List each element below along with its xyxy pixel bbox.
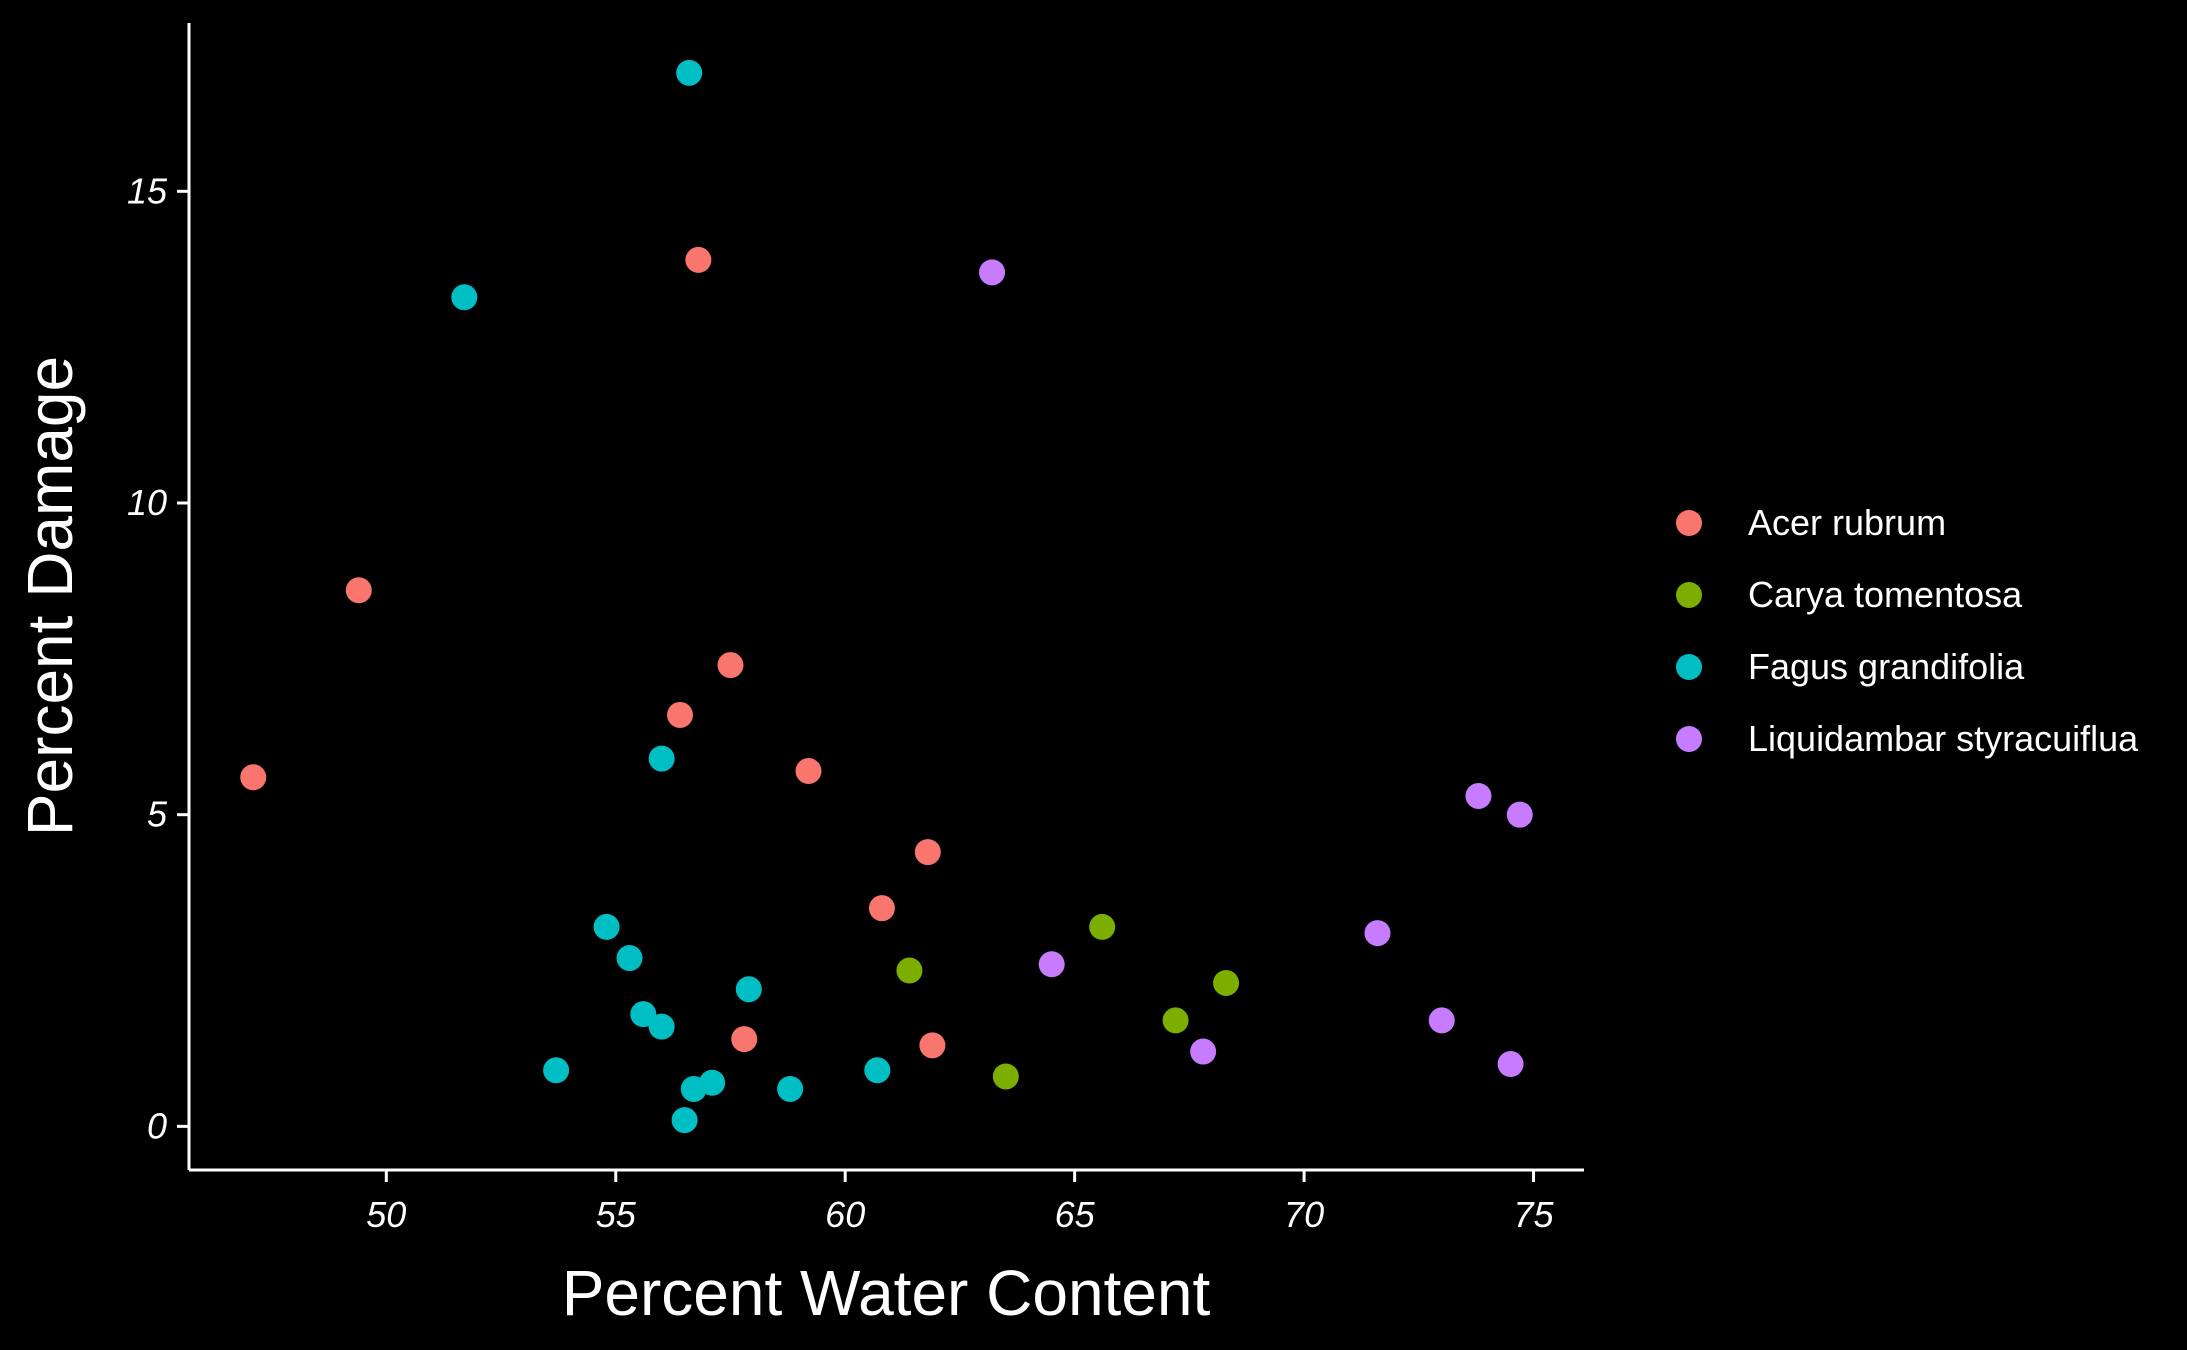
y-tick-label: 10 (127, 482, 167, 523)
x-tick-label: 55 (596, 1194, 637, 1235)
y-tick-label: 15 (127, 170, 168, 211)
point-carya-tomentosa (992, 1063, 1019, 1090)
legend-label-fagus-grandifolia: Fagus grandifolia (1748, 646, 2025, 687)
legend-label-acer-rubrum: Acer rubrum (1748, 502, 1946, 543)
point-acer-rubrum (914, 839, 941, 866)
x-tick-label: 50 (366, 1194, 406, 1235)
point-acer-rubrum (717, 652, 744, 679)
point-fagus-grandifolia (648, 745, 675, 772)
point-liquidambar-styracuiflua (1190, 1038, 1217, 1065)
y-axis-title: Percent Damage (14, 356, 86, 836)
x-tick-label: 70 (1284, 1194, 1324, 1235)
point-fagus-grandifolia (699, 1069, 726, 1096)
y-tick-label: 0 (147, 1105, 167, 1146)
point-liquidambar-styracuiflua (1428, 1007, 1455, 1034)
point-fagus-grandifolia (735, 976, 762, 1003)
point-carya-tomentosa (1089, 913, 1116, 940)
point-liquidambar-styracuiflua (1497, 1051, 1524, 1078)
point-fagus-grandifolia (543, 1057, 570, 1084)
point-liquidambar-styracuiflua (1038, 951, 1065, 978)
x-tick-label: 65 (1055, 1194, 1096, 1235)
legend-key-carya-tomentosa (1676, 582, 1702, 608)
point-acer-rubrum (667, 701, 694, 728)
point-liquidambar-styracuiflua (979, 259, 1006, 286)
x-axis-ticks: 50 55 60 65 70 75 (366, 1170, 1555, 1235)
point-fagus-grandifolia (630, 1001, 657, 1028)
point-carya-tomentosa (1162, 1007, 1189, 1034)
x-tick-label: 60 (825, 1194, 865, 1235)
legend: Acer rubrum Carya tomentosa Fagus grandifo… (1676, 502, 2139, 759)
legend-label-carya-tomentosa: Carya tomentosa (1748, 574, 2023, 615)
point-liquidambar-styracuiflua (1364, 920, 1391, 947)
legend-key-acer-rubrum (1676, 510, 1702, 536)
point-fagus-grandifolia (451, 284, 478, 311)
point-acer-rubrum (868, 895, 895, 922)
point-fagus-grandifolia (676, 59, 703, 86)
point-liquidambar-styracuiflua (1465, 782, 1492, 809)
point-acer-rubrum (731, 1026, 758, 1053)
point-fagus-grandifolia (593, 913, 620, 940)
legend-label-liquidambar-styracuiflua: Liquidambar styracuiflua (1748, 718, 2139, 759)
point-acer-rubrum (345, 577, 372, 604)
point-acer-rubrum (685, 246, 712, 273)
point-acer-rubrum (919, 1032, 946, 1059)
point-fagus-grandifolia (864, 1057, 891, 1084)
point-acer-rubrum (240, 764, 267, 791)
point-carya-tomentosa (896, 957, 923, 984)
point-fagus-grandifolia (648, 1013, 675, 1040)
legend-key-fagus-grandifolia (1676, 654, 1702, 680)
point-carya-tomentosa (1213, 969, 1240, 996)
x-axis-title: Percent Water Content (562, 1257, 1211, 1329)
plot-area (240, 59, 1533, 1134)
point-liquidambar-styracuiflua (1506, 801, 1533, 828)
point-fagus-grandifolia (616, 945, 643, 972)
x-tick-label: 75 (1513, 1194, 1554, 1235)
point-fagus-grandifolia (671, 1107, 698, 1134)
point-acer-rubrum (795, 758, 822, 785)
legend-key-liquidambar-styracuiflua (1676, 726, 1702, 752)
y-tick-label: 5 (147, 794, 168, 835)
y-axis-ticks: 0 5 10 15 (127, 170, 189, 1146)
point-fagus-grandifolia (777, 1075, 804, 1102)
